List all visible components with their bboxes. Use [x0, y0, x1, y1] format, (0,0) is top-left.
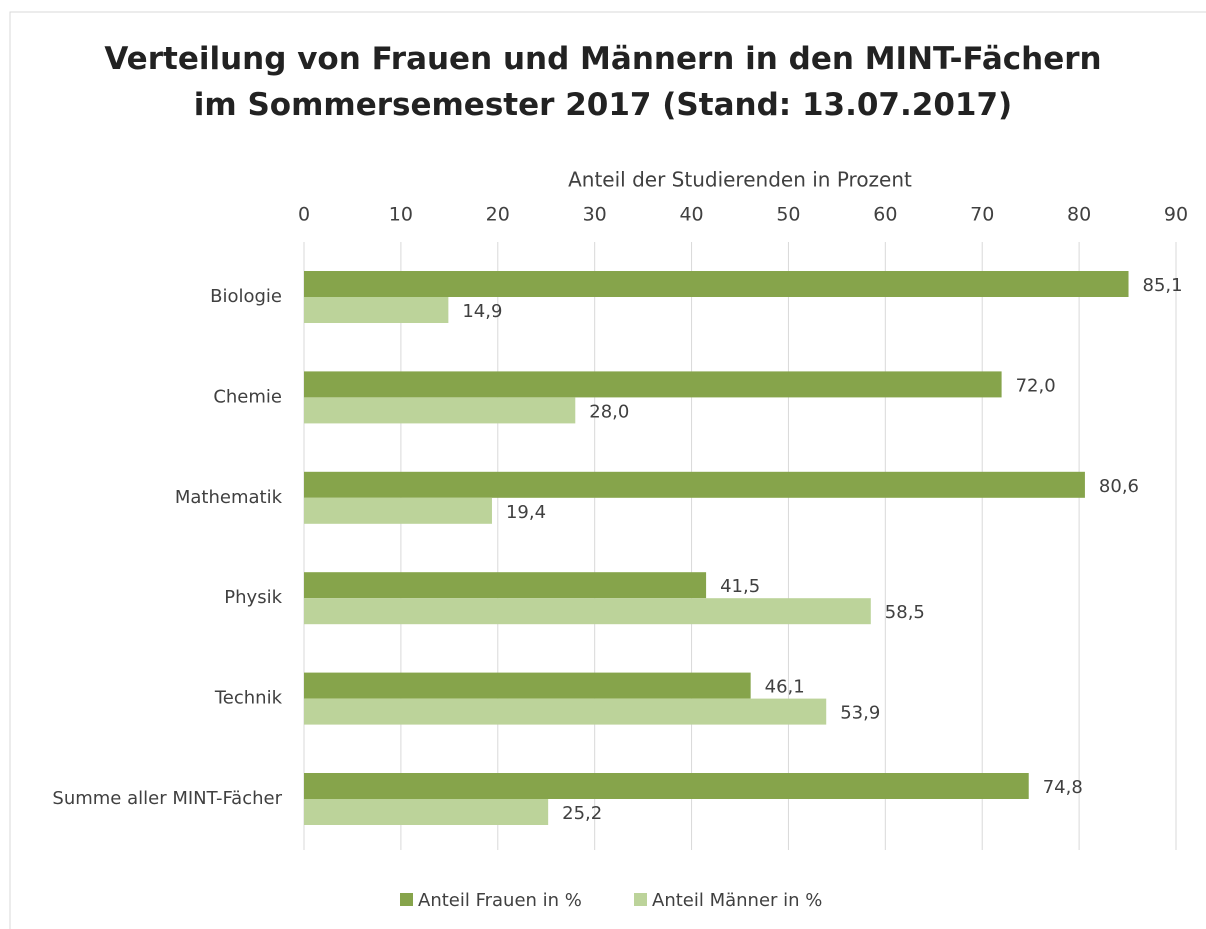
- x-tick-label: 40: [679, 204, 703, 226]
- bar: [304, 497, 492, 524]
- value-label: 46,1: [765, 677, 805, 698]
- legend-swatch: [634, 893, 647, 906]
- x-tick-label: 30: [583, 204, 607, 226]
- chart-title: Verteilung von Frauen und Männern in den…: [104, 41, 1102, 123]
- bar: [304, 371, 1002, 398]
- x-tick-label: 80: [1067, 204, 1091, 226]
- bar: [304, 397, 576, 424]
- x-tick-label: 0: [298, 204, 310, 226]
- value-label: 28,0: [589, 401, 629, 422]
- value-label: 53,9: [840, 703, 880, 724]
- bar: [304, 799, 549, 825]
- bar: [304, 672, 751, 699]
- bar: [304, 773, 1029, 799]
- bar: [304, 698, 827, 725]
- y-tick-label: Biologie: [210, 286, 282, 307]
- value-label: 14,9: [462, 301, 502, 322]
- bar: [304, 297, 449, 323]
- value-label: 41,5: [720, 576, 760, 597]
- bar: [304, 572, 707, 599]
- y-tick-label: Mathematik: [175, 487, 283, 508]
- y-tick-label: Summe aller MINT-Fächer: [52, 788, 282, 809]
- axis-title: Anteil der Studierenden in Prozent: [568, 168, 912, 192]
- y-tick-label: Technik: [214, 688, 283, 709]
- bar: [304, 271, 1129, 297]
- legend-label: Anteil Männer in %: [652, 890, 822, 911]
- x-tick-label: 60: [873, 204, 897, 226]
- value-label: 58,5: [885, 602, 925, 623]
- bar: [304, 598, 871, 625]
- chart-frame: [9, 11, 1206, 929]
- x-tick-label: 90: [1164, 204, 1188, 226]
- value-label: 25,2: [562, 803, 602, 824]
- x-tick-label: 10: [389, 204, 413, 226]
- value-label: 72,0: [1016, 375, 1056, 396]
- x-tick-label: 50: [776, 204, 800, 226]
- legend-swatch: [400, 893, 413, 906]
- y-tick-label: Physik: [224, 587, 282, 608]
- x-tick-label: 20: [486, 204, 510, 226]
- x-tick-label: 70: [970, 204, 994, 226]
- y-tick-label: Chemie: [213, 386, 282, 407]
- value-label: 74,8: [1043, 777, 1083, 798]
- bar: [304, 471, 1085, 498]
- legend-label: Anteil Frauen in %: [418, 890, 582, 911]
- value-label: 19,4: [506, 502, 546, 523]
- value-label: 80,6: [1099, 476, 1139, 497]
- value-label: 85,1: [1143, 275, 1183, 296]
